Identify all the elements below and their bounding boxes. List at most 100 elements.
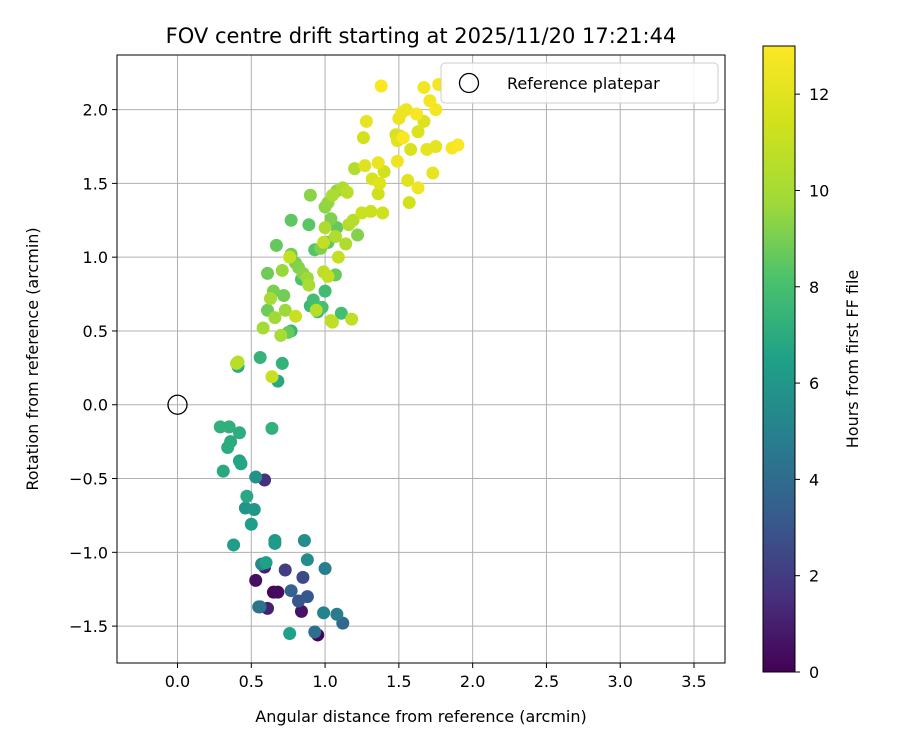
data-point <box>231 355 245 369</box>
colorbar-tick-label: 2 <box>809 567 819 586</box>
colorbar-tick-label: 4 <box>809 470 819 489</box>
data-point <box>411 181 425 195</box>
data-point <box>373 176 387 190</box>
data-points <box>213 78 465 642</box>
data-point <box>376 206 390 220</box>
data-point <box>300 553 314 567</box>
data-point <box>244 517 258 531</box>
data-point <box>390 154 404 168</box>
data-point <box>277 289 291 303</box>
data-point <box>318 221 332 235</box>
data-point <box>283 250 297 264</box>
grid-lines <box>117 55 725 663</box>
data-point <box>402 196 416 210</box>
data-point <box>224 435 238 449</box>
data-point <box>429 139 443 153</box>
data-point <box>328 230 342 244</box>
data-point <box>330 607 344 621</box>
data-point <box>371 156 385 170</box>
data-point <box>317 606 331 620</box>
colorbar-tick-label: 12 <box>809 85 829 104</box>
data-point <box>325 315 339 329</box>
data-point <box>294 604 308 618</box>
data-point <box>339 237 353 251</box>
y-tick-label: 0.5 <box>83 322 108 341</box>
plot-frame <box>116 54 726 664</box>
data-point <box>346 213 360 227</box>
data-point <box>261 266 275 280</box>
data-point <box>216 464 230 478</box>
data-point <box>426 166 440 180</box>
y-tick-label: 1.0 <box>83 248 108 267</box>
colorbar-tick-label: 6 <box>809 374 819 393</box>
data-point <box>252 600 266 614</box>
reference-marker <box>167 394 188 415</box>
y-tick-label: 2.0 <box>83 101 108 120</box>
data-point <box>355 206 369 220</box>
x-tick-label: 2.0 <box>460 672 485 691</box>
colorbar-ticks: 0 2 4 6 8 10 12 <box>795 85 829 682</box>
data-point <box>284 213 298 227</box>
data-point <box>296 570 310 584</box>
x-tick-label: 0.5 <box>239 672 264 691</box>
data-point <box>396 131 410 145</box>
y-tick-label: −1.5 <box>69 617 108 636</box>
data-point <box>227 538 241 552</box>
data-point <box>289 309 303 323</box>
data-point <box>321 269 335 283</box>
data-point <box>300 590 314 604</box>
data-point <box>265 370 279 384</box>
y-axis-ticks: −1.5 −1.0 −0.5 0.0 0.5 1.0 1.5 2.0 <box>69 101 117 636</box>
data-point <box>297 534 311 548</box>
data-point <box>401 173 415 187</box>
colorbar <box>762 45 796 673</box>
data-point <box>232 426 246 440</box>
y-axis-label: Rotation from reference (arcmin) <box>23 227 42 490</box>
data-point <box>269 238 283 252</box>
data-point <box>249 573 263 587</box>
y-tick-label: −0.5 <box>69 470 108 489</box>
colorbar-tick-label: 8 <box>809 278 819 297</box>
data-point <box>429 103 443 117</box>
colorbar-tick-label: 10 <box>809 181 829 200</box>
data-point <box>325 188 339 202</box>
x-tick-label: 1.5 <box>386 672 411 691</box>
x-tick-label: 3.5 <box>681 672 706 691</box>
data-point <box>274 328 288 342</box>
x-axis-label: Angular distance from reference (arcmin) <box>255 707 586 726</box>
data-point <box>259 556 273 570</box>
data-point <box>309 303 323 317</box>
data-point <box>283 626 297 640</box>
data-point <box>234 457 248 471</box>
y-tick-label: 1.5 <box>83 174 108 193</box>
data-point <box>265 421 279 435</box>
data-point <box>284 584 298 598</box>
data-point <box>404 142 418 156</box>
data-point <box>410 107 424 121</box>
data-point <box>302 278 316 292</box>
data-point <box>247 503 261 517</box>
data-point <box>411 125 425 139</box>
x-tick-label: 1.0 <box>312 672 337 691</box>
data-point <box>358 159 372 173</box>
data-point <box>399 103 413 117</box>
data-point <box>318 284 332 298</box>
x-axis-ticks: 0.0 0.5 1.0 1.5 2.0 2.5 3.0 3.5 <box>165 663 707 691</box>
data-point <box>351 228 365 242</box>
data-point <box>278 303 292 317</box>
chart-title: FOV centre drift starting at 2025/11/20 … <box>166 24 677 48</box>
data-point <box>275 263 289 277</box>
data-point <box>331 250 345 264</box>
data-point <box>318 562 332 576</box>
data-point <box>249 470 263 484</box>
reference-platepar-marker <box>167 394 188 415</box>
legend-marker-icon <box>458 72 480 94</box>
data-point <box>340 185 354 199</box>
data-point <box>222 420 236 434</box>
data-point <box>278 563 292 577</box>
data-point <box>308 625 322 639</box>
data-point <box>348 162 362 176</box>
data-point <box>371 187 385 201</box>
colorbar-tick-label: 0 <box>809 663 819 682</box>
data-point <box>303 188 317 202</box>
